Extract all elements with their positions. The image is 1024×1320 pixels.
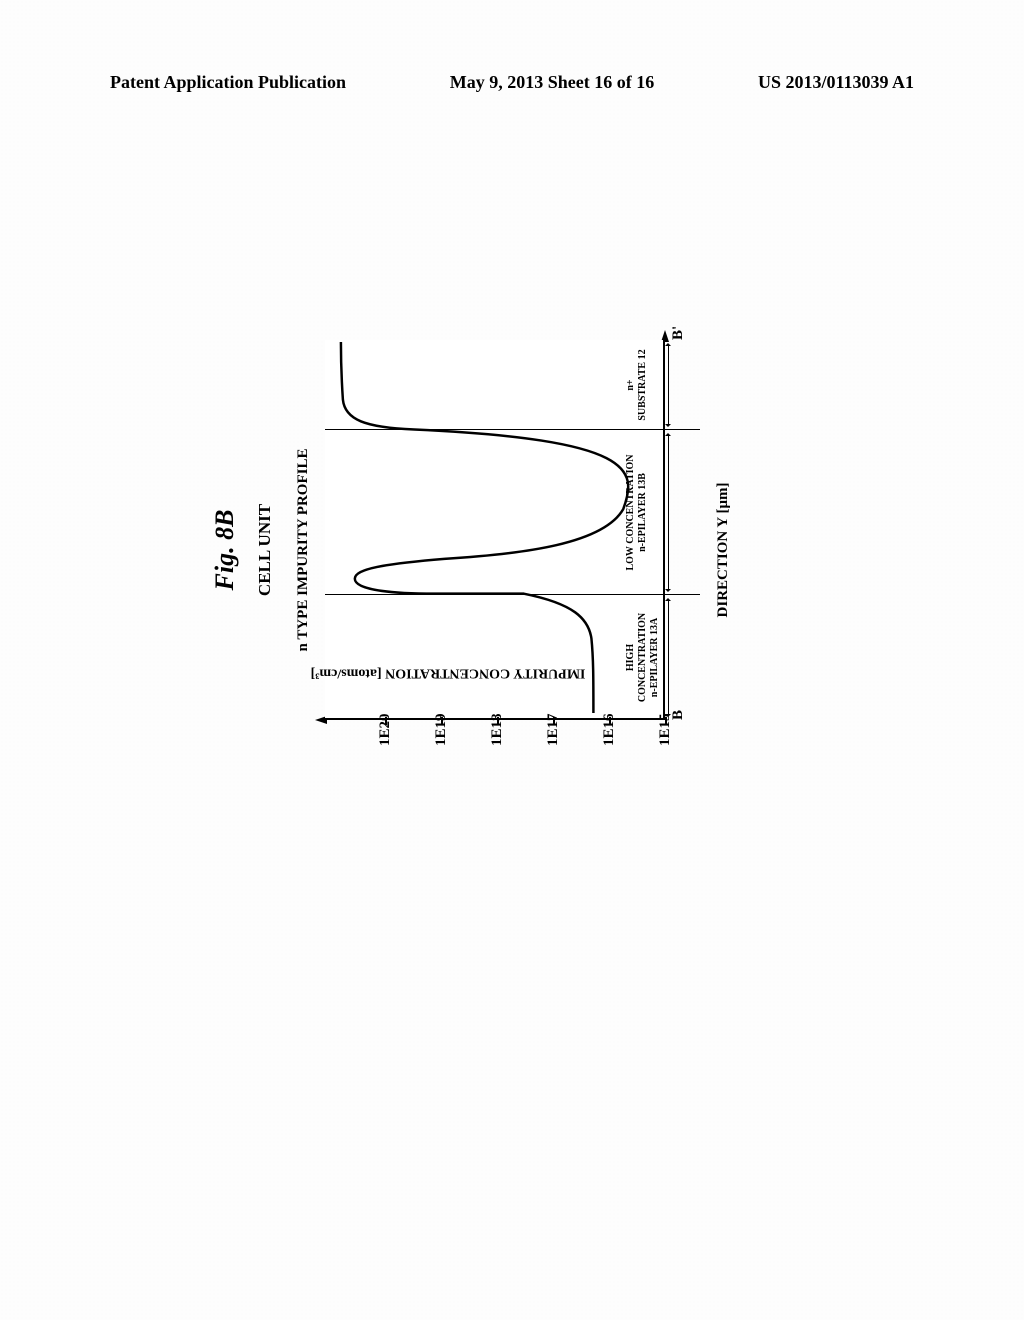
impurity-curve [325, 340, 663, 718]
figure-rotated-container: Fig. 8B CELL UNIT n TYPE IMPURITY PROFIL… [270, 300, 770, 800]
region-extent-arrow-icon [668, 344, 669, 426]
header-right: US 2013/0113039 A1 [758, 72, 914, 93]
region-label: HIGHCONCENTRATIONn-EPILAYER 13A [625, 595, 661, 720]
chart-plot-area [325, 340, 665, 720]
y-axis-label: IMPURITY CONCENTRATION [atoms/cm³] [311, 665, 586, 681]
y-tick-mark [609, 717, 611, 725]
y-tick-mark [553, 717, 555, 725]
region-label: n+SUBSTRATE 12 [625, 340, 649, 430]
y-tick-mark [441, 717, 443, 725]
chart-title: n TYPE IMPURITY PROFILE [295, 449, 312, 652]
x-axis-marker: B' [670, 326, 687, 340]
figure-label: Fig. 8B [210, 510, 240, 591]
figure-subtitle: CELL UNIT [255, 504, 275, 596]
x-axis-marker: B [670, 710, 687, 720]
page-header: Patent Application Publication May 9, 20… [0, 72, 1024, 93]
y-tick-mark [497, 717, 499, 725]
region-extent-arrow-icon [668, 599, 669, 716]
header-center: May 9, 2013 Sheet 16 of 16 [450, 72, 654, 93]
region-extent-arrow-icon [668, 434, 669, 591]
x-axis-label: DIRECTION Y [μm] [715, 483, 732, 618]
region-label: LOW CONCENTRATIONn-EPILAYER 13B [625, 430, 649, 595]
y-tick-mark [385, 717, 387, 725]
page-container: Patent Application Publication May 9, 20… [0, 0, 1024, 1320]
header-left: Patent Application Publication [110, 72, 346, 93]
